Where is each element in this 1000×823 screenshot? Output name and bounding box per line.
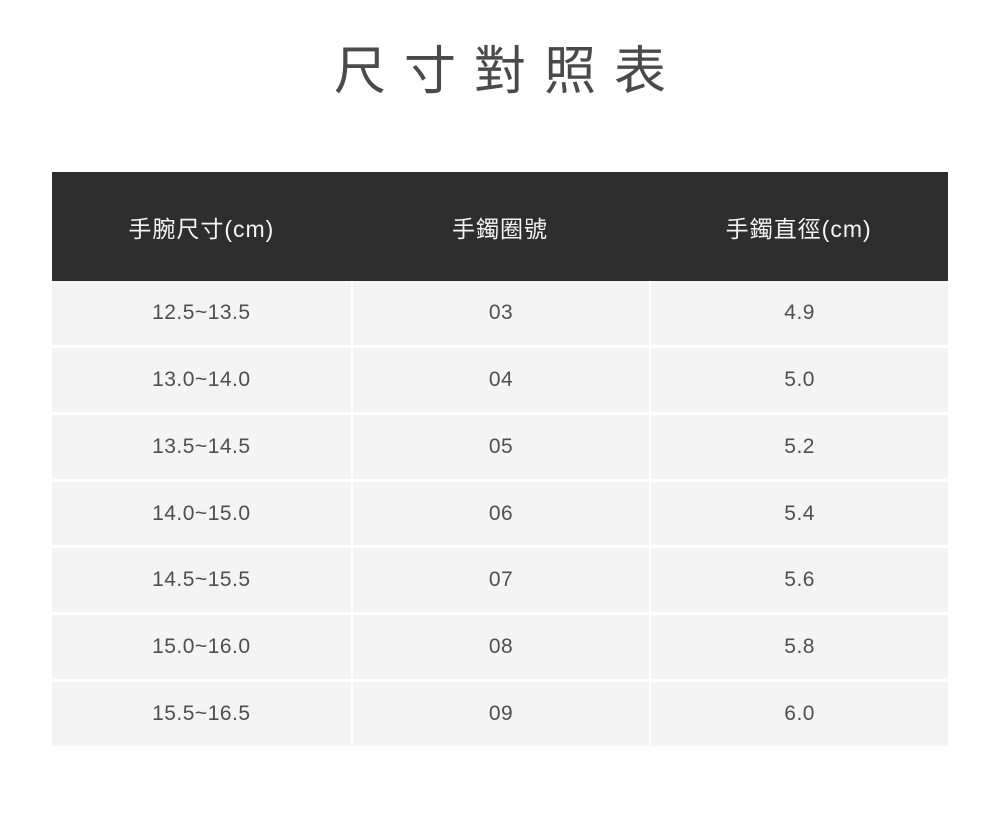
- cell-bangle-ring-number: 08: [350, 615, 650, 680]
- table-header-row: 手腕尺寸(cm) 手鐲圈號 手鐲直徑(cm): [52, 172, 948, 281]
- cell-wrist-size: 14.5~15.5: [152, 568, 251, 592]
- cell-bangle-diameter: 5.4: [649, 481, 948, 546]
- column-header-wrist-size: 手腕尺寸(cm): [128, 215, 275, 242]
- cell-wrist-size: 14.0~15.0: [152, 501, 251, 525]
- column-header-bangle-diameter: 手鐲直徑(cm): [725, 215, 872, 242]
- cell-bangle-diameter: 5.2: [649, 414, 948, 479]
- size-chart-table: 手腕尺寸(cm) 手鐲圈號 手鐲直徑(cm) 12.5~13.5 03 4.9 …: [52, 172, 948, 747]
- page-title: 尺寸對照表: [333, 43, 684, 101]
- cell-bangle-ring-number: 06: [350, 481, 650, 546]
- table-row: 13.0~14.0 04 5.0: [52, 344, 948, 412]
- cell-bangle-ring-number: 09: [350, 682, 650, 747]
- table-row: 13.5~14.5 05 5.2: [52, 411, 948, 479]
- cell-bangle-diameter: 5.8: [649, 615, 948, 680]
- cell-bangle-ring-number: 03: [350, 281, 650, 345]
- table-row: 15.5~16.5 09 6.0: [52, 679, 948, 747]
- cell-wrist-size: 12.5~13.5: [152, 300, 251, 324]
- table-row: 14.0~15.0 06 5.4: [52, 478, 948, 546]
- cell-wrist-size: 15.0~16.0: [152, 635, 251, 659]
- table-body: 12.5~13.5 03 4.9 13.0~14.0 04 5.0 13.5~1…: [52, 281, 948, 747]
- table-row: 14.5~15.5 07 5.6: [52, 545, 948, 613]
- table-row: 12.5~13.5 03 4.9: [52, 281, 948, 345]
- table-row: 15.0~16.0 08 5.8: [52, 612, 948, 680]
- column-header-bangle-ring-number: 手鐲圈號: [451, 215, 548, 242]
- cell-bangle-diameter: 5.0: [649, 347, 948, 412]
- cell-wrist-size: 15.5~16.5: [152, 702, 251, 726]
- cell-bangle-ring-number: 07: [350, 548, 650, 613]
- cell-bangle-diameter: 6.0: [649, 682, 948, 747]
- cell-bangle-ring-number: 04: [350, 347, 650, 412]
- cell-bangle-diameter: 5.6: [649, 548, 948, 613]
- cell-bangle-diameter: 4.9: [649, 281, 948, 345]
- cell-bangle-ring-number: 05: [350, 414, 650, 479]
- cell-wrist-size: 13.5~14.5: [152, 434, 251, 458]
- cell-wrist-size: 13.0~14.0: [152, 367, 251, 391]
